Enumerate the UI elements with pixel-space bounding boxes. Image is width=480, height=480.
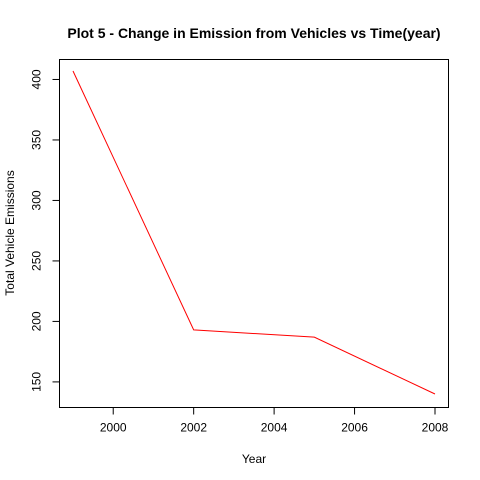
x-tick-label: 2006 — [341, 421, 368, 435]
y-tick-label: 200 — [30, 311, 44, 331]
y-tick-label: 350 — [30, 130, 44, 150]
x-tick-label: 2004 — [261, 421, 288, 435]
y-tick-label: 400 — [30, 69, 44, 89]
x-tick-label: 2008 — [422, 421, 449, 435]
x-tick-label: 2002 — [180, 421, 207, 435]
x-axis-label: Year — [242, 452, 266, 466]
y-axis-label: Total Vehicle Emissions — [3, 170, 17, 295]
x-axis: 2000 2002 2004 2006 2008 — [100, 407, 449, 435]
y-axis: 150 200 250 300 350 400 — [30, 69, 60, 392]
series-layer — [72, 70, 436, 395]
y-tick-label: 150 — [30, 372, 44, 392]
y-tick-label: 250 — [30, 251, 44, 271]
plot-area-frame — [59, 59, 449, 408]
y-tick-label: 300 — [30, 190, 44, 210]
x-tick-label: 2000 — [100, 421, 127, 435]
chart-title: Plot 5 - Change in Emission from Vehicle… — [67, 25, 440, 41]
series-line — [72, 70, 436, 395]
